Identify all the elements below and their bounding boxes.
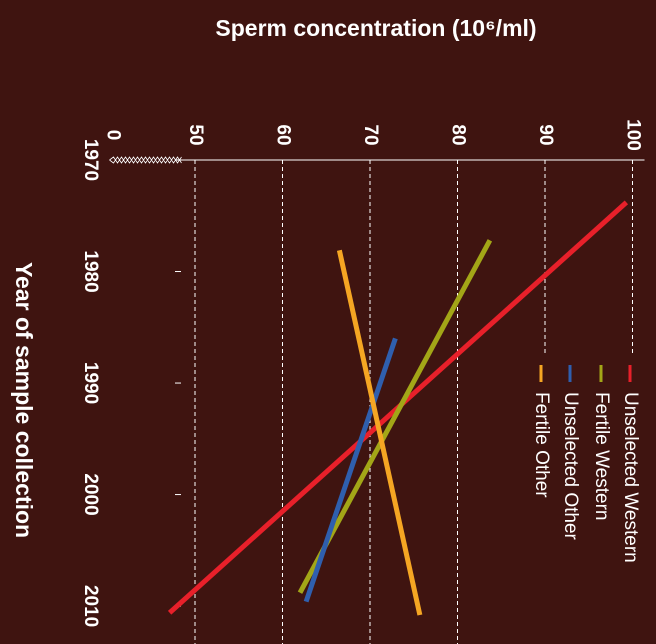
legend-label: Fertile Other [531, 392, 552, 498]
y-tick-label: 100 [622, 119, 643, 151]
y-tick-label: 60 [272, 124, 293, 145]
x-tick-label: 1970 [80, 139, 101, 181]
legend-label: Unselected Other [560, 392, 581, 541]
series-line [303, 337, 398, 603]
chart-title: Sperm concentration (10⁶/ml) [215, 15, 536, 41]
x-tick-label: 1980 [80, 250, 101, 292]
series-line [336, 249, 423, 616]
axis-break [109, 156, 182, 164]
legend-label: Fertile Western [591, 392, 612, 520]
x-tick-label: 1990 [80, 362, 101, 404]
y-tick-label: 70 [360, 124, 381, 145]
legend-label: Unselected Western [620, 392, 641, 563]
legend-box [522, 355, 647, 644]
y-tick-label: 50 [185, 124, 206, 145]
y-tick-label: 90 [535, 124, 556, 145]
y-tick-label: 0 [102, 130, 123, 141]
x-axis-label: Year of sample collection [11, 262, 37, 538]
x-tick-label: 2010 [80, 585, 101, 627]
y-tick-label: 80 [447, 124, 468, 145]
x-tick-label: 2000 [80, 473, 101, 515]
